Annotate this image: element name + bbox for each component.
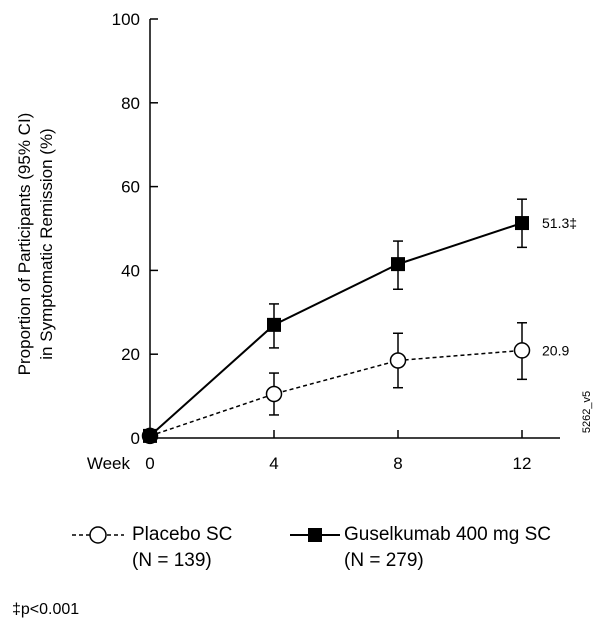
footnote: ‡p<0.001 bbox=[12, 601, 80, 618]
data-point bbox=[265, 385, 283, 403]
x-axis: 0 4 8 12 Week bbox=[87, 430, 560, 473]
filled-square-marker-icon bbox=[290, 528, 340, 542]
series-placebo: 20.9 bbox=[141, 322, 569, 445]
x-tick-label: 8 bbox=[393, 454, 402, 473]
data-label: 20.9 bbox=[542, 342, 569, 358]
y-tick-label: 0 bbox=[131, 429, 140, 448]
legend: Placebo SC (N = 139) Guselkumab 400 mg S… bbox=[72, 522, 592, 582]
y-axis: 0 20 40 60 80 100 bbox=[112, 10, 158, 448]
series-line bbox=[149, 222, 523, 437]
data-point bbox=[267, 317, 281, 332]
series-line bbox=[149, 349, 523, 437]
y-tick-label: 20 bbox=[121, 345, 140, 364]
figure-code: 5262_v5 bbox=[581, 391, 593, 433]
x-tick-label: 0 bbox=[145, 454, 154, 473]
data-point bbox=[513, 342, 531, 359]
series-layer: 20.9 51.3‡ bbox=[141, 198, 577, 445]
legend-n-placebo: (N = 139) bbox=[132, 550, 212, 571]
data-point bbox=[515, 216, 529, 231]
chart: 0 20 40 60 80 100 0 4 8 12 Week 20.9 51.3‡ Proport… bbox=[15, 10, 593, 473]
data-point bbox=[391, 257, 405, 272]
y-tick-label: 100 bbox=[112, 10, 140, 29]
series-guselkumab: 51.3‡ bbox=[143, 198, 577, 443]
y-tick-label: 40 bbox=[121, 261, 140, 280]
y-tick-label: 60 bbox=[121, 178, 140, 197]
data-point bbox=[143, 428, 157, 443]
legend-label-placebo: Placebo SC bbox=[132, 524, 233, 545]
y-axis-label-line1: Proportion of Participants (95% CI) bbox=[15, 113, 34, 376]
x-axis-prefix-label: Week bbox=[87, 454, 131, 473]
data-label: 51.3‡ bbox=[542, 215, 577, 231]
x-tick-label: 4 bbox=[269, 454, 278, 473]
y-axis-label-line2: in Symptomatic Remission (%) bbox=[37, 128, 56, 359]
data-point bbox=[389, 352, 407, 369]
legend-n-guselkumab: (N = 279) bbox=[344, 550, 424, 571]
y-tick-label: 80 bbox=[121, 94, 140, 113]
open-circle-marker-icon bbox=[72, 526, 124, 544]
x-tick-label: 12 bbox=[513, 454, 532, 473]
legend-label-guselkumab: Guselkumab 400 mg SC bbox=[344, 524, 551, 545]
